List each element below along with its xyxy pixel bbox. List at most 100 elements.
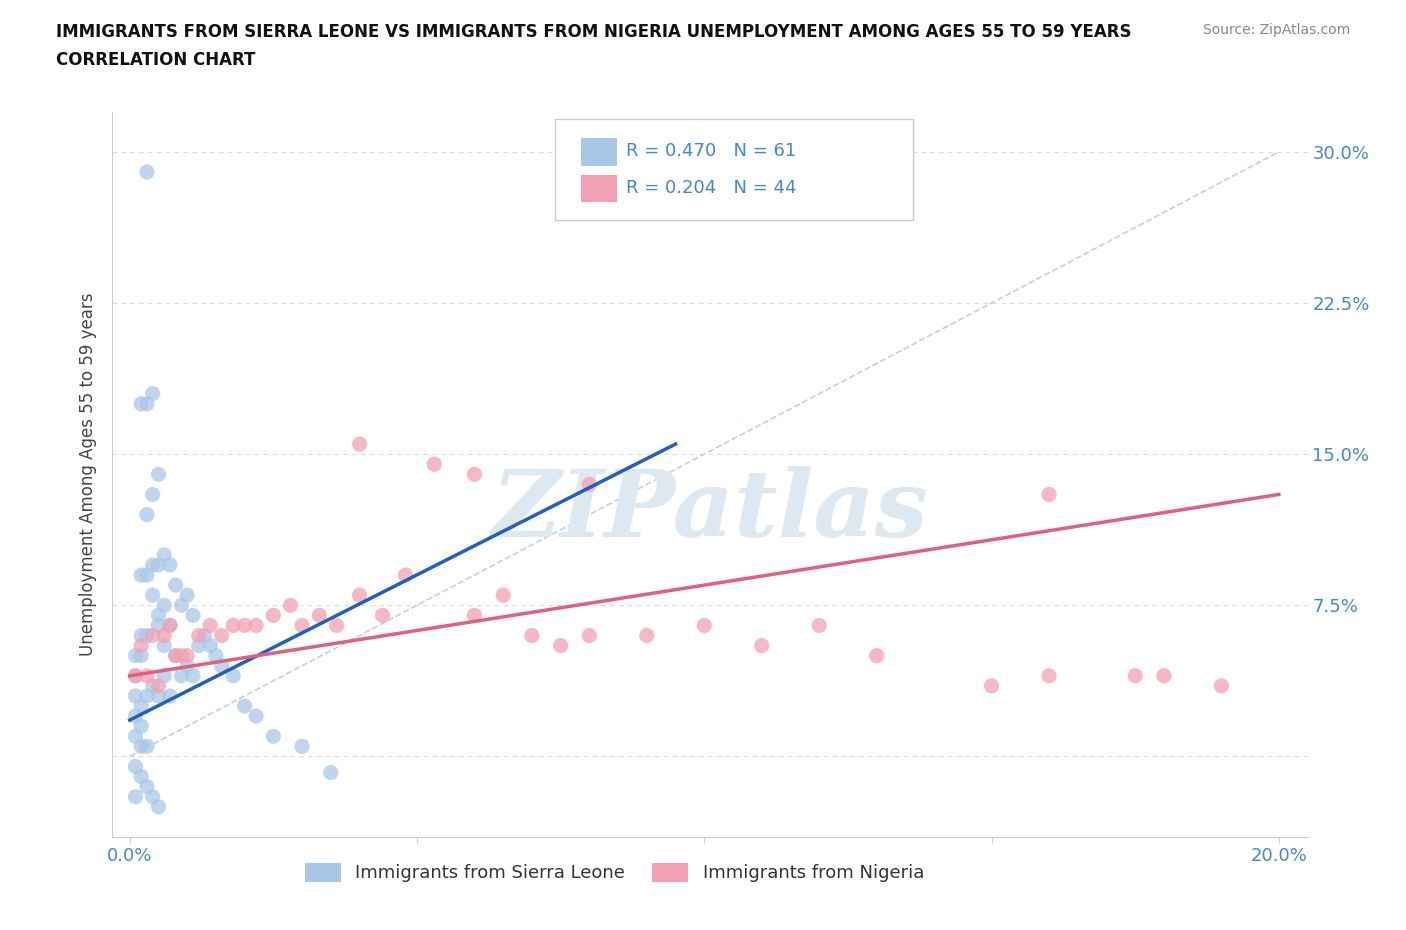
Point xyxy=(808,618,831,633)
Point xyxy=(142,679,165,694)
Point xyxy=(170,598,193,613)
Point xyxy=(636,628,658,643)
Text: R = 0.204   N = 44: R = 0.204 N = 44 xyxy=(627,179,797,197)
Point xyxy=(136,779,159,794)
Point xyxy=(165,648,187,663)
Point xyxy=(198,618,221,633)
Point xyxy=(245,709,267,724)
Point xyxy=(211,628,233,643)
Text: IMMIGRANTS FROM SIERRA LEONE VS IMMIGRANTS FROM NIGERIA UNEMPLOYMENT AMONG AGES : IMMIGRANTS FROM SIERRA LEONE VS IMMIGRAN… xyxy=(56,23,1132,41)
Point xyxy=(325,618,347,633)
Point xyxy=(751,638,773,653)
Point xyxy=(124,648,146,663)
Point xyxy=(349,437,371,452)
Point xyxy=(124,729,146,744)
Point xyxy=(136,628,159,643)
Point xyxy=(980,679,1002,694)
Point xyxy=(142,588,165,603)
Point xyxy=(159,618,181,633)
Point xyxy=(142,790,165,804)
Point xyxy=(233,618,256,633)
Point xyxy=(136,165,159,179)
Point xyxy=(148,688,170,703)
Point xyxy=(153,628,176,643)
Point xyxy=(578,628,600,643)
Point xyxy=(136,738,159,753)
Point xyxy=(124,669,146,684)
Point xyxy=(423,457,446,472)
Point xyxy=(142,628,165,643)
Point xyxy=(181,608,204,623)
Point xyxy=(308,608,330,623)
Point xyxy=(142,487,165,502)
Point xyxy=(233,698,256,713)
Point xyxy=(1038,487,1060,502)
Point xyxy=(394,567,416,582)
Point xyxy=(371,608,394,623)
Point xyxy=(129,567,152,582)
Point xyxy=(280,598,302,613)
Point xyxy=(1211,679,1233,694)
Text: CORRELATION CHART: CORRELATION CHART xyxy=(56,51,256,69)
Point xyxy=(866,648,889,663)
Point xyxy=(181,669,204,684)
Point xyxy=(148,800,170,815)
Point xyxy=(245,618,267,633)
Point xyxy=(124,688,146,703)
Y-axis label: Unemployment Among Ages 55 to 59 years: Unemployment Among Ages 55 to 59 years xyxy=(79,293,97,656)
Point xyxy=(136,669,159,684)
Point xyxy=(463,608,485,623)
Point xyxy=(550,638,572,653)
Point xyxy=(148,608,170,623)
Point xyxy=(153,638,176,653)
Point xyxy=(153,669,176,684)
Point xyxy=(222,618,245,633)
Point xyxy=(1123,669,1146,684)
Point xyxy=(159,618,181,633)
Point xyxy=(176,648,198,663)
Point xyxy=(578,477,600,492)
Point xyxy=(170,669,193,684)
Point xyxy=(129,648,152,663)
Point xyxy=(124,759,146,774)
Point xyxy=(129,628,152,643)
Point xyxy=(1153,669,1175,684)
Point xyxy=(198,638,221,653)
Point xyxy=(129,638,152,653)
Point xyxy=(193,628,215,643)
Point xyxy=(129,698,152,713)
Point xyxy=(159,558,181,573)
Point xyxy=(291,618,314,633)
Point xyxy=(124,790,146,804)
Point xyxy=(136,567,159,582)
Point xyxy=(262,729,284,744)
Point xyxy=(148,467,170,482)
Point xyxy=(520,628,543,643)
Text: ZIPatlas: ZIPatlas xyxy=(492,466,928,555)
Legend: Immigrants from Sierra Leone, Immigrants from Nigeria: Immigrants from Sierra Leone, Immigrants… xyxy=(298,856,931,890)
Text: R = 0.470   N = 61: R = 0.470 N = 61 xyxy=(627,142,797,161)
Point xyxy=(463,467,485,482)
Point xyxy=(136,507,159,522)
Point xyxy=(142,386,165,401)
Point xyxy=(165,648,187,663)
Point xyxy=(176,658,198,673)
Point xyxy=(148,558,170,573)
Point xyxy=(129,769,152,784)
Point xyxy=(129,396,152,411)
Point xyxy=(176,588,198,603)
Point xyxy=(136,396,159,411)
Point xyxy=(124,709,146,724)
Point xyxy=(148,618,170,633)
Point xyxy=(1038,669,1060,684)
Point xyxy=(205,648,228,663)
Point xyxy=(165,578,187,592)
Point xyxy=(291,738,314,753)
Point xyxy=(693,618,716,633)
FancyBboxPatch shape xyxy=(581,175,617,203)
Point xyxy=(136,688,159,703)
Point xyxy=(124,669,146,684)
Point xyxy=(129,719,152,734)
Point xyxy=(319,765,342,780)
Point xyxy=(153,598,176,613)
